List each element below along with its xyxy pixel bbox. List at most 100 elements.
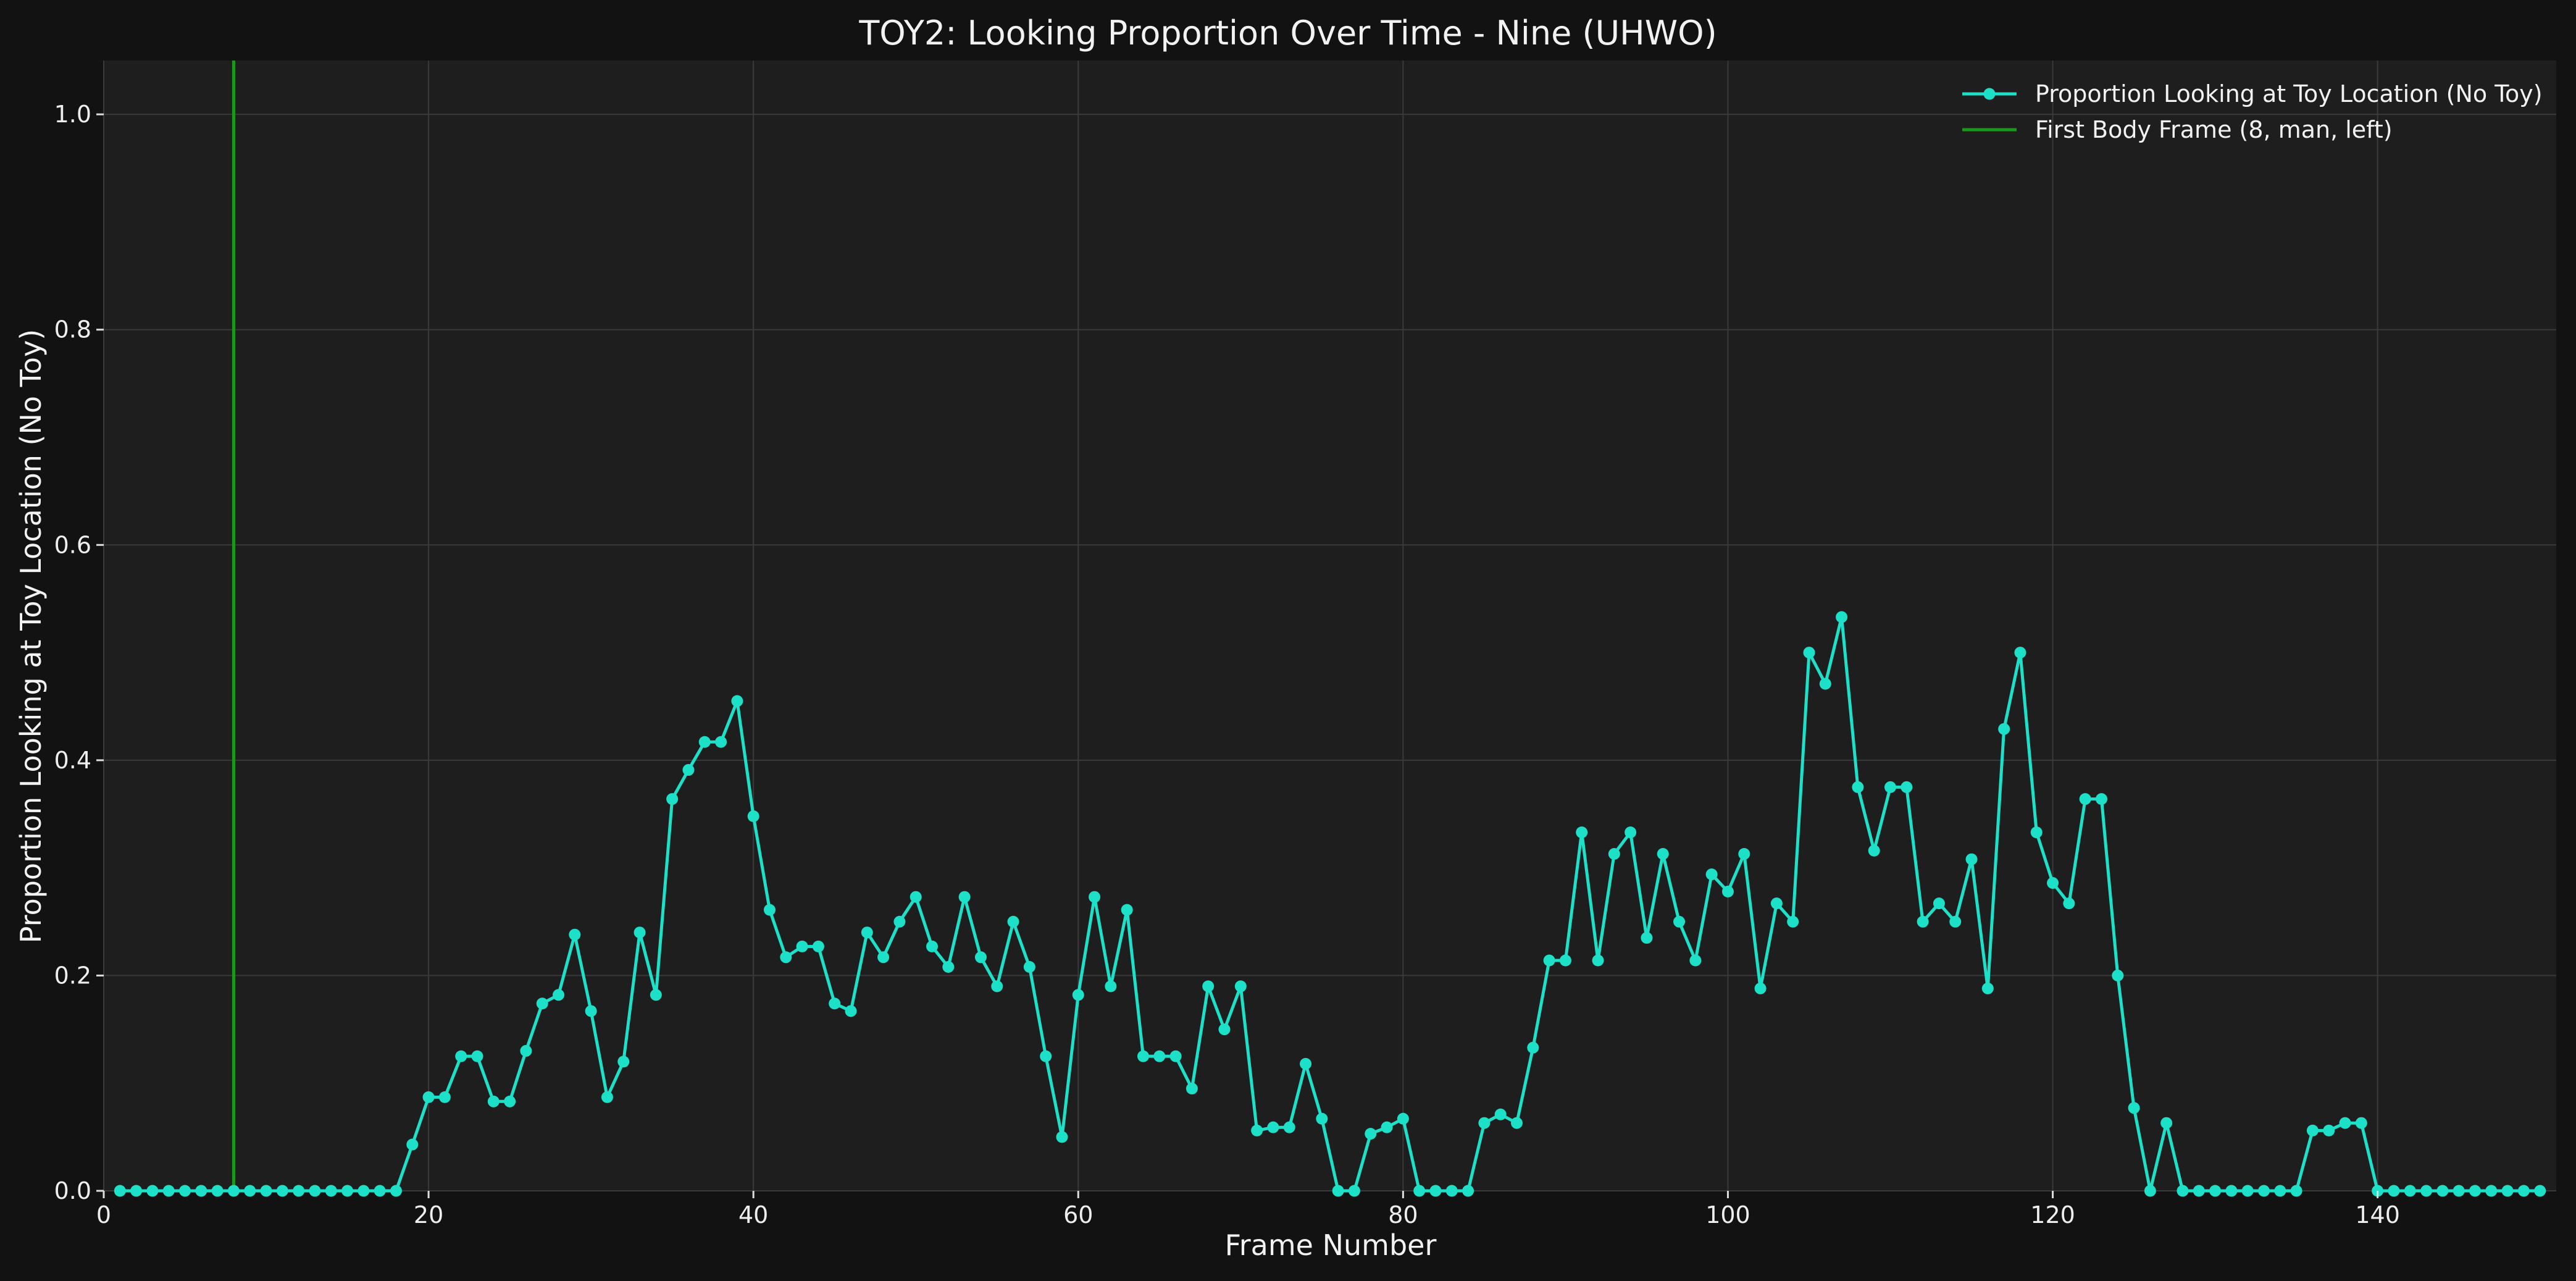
data-point [1641, 931, 1653, 944]
legend-marker-swatch [1983, 88, 1996, 100]
data-point [2209, 1185, 2222, 1197]
data-point [731, 695, 743, 707]
y-tick-label: 0.0 [54, 1177, 91, 1204]
data-point [1089, 891, 1101, 903]
data-point [244, 1185, 256, 1197]
legend-label-first-body-frame: First Body Frame (8, man, left) [2035, 116, 2393, 143]
data-point [341, 1185, 354, 1197]
y-tick-label: 0.6 [54, 531, 91, 558]
data-point [1169, 1050, 1182, 1062]
data-point [260, 1185, 272, 1197]
data-point [1511, 1117, 1523, 1129]
data-point [1056, 1131, 1068, 1143]
data-point [1884, 781, 1897, 793]
data-point [958, 891, 971, 903]
data-point [2177, 1185, 2189, 1197]
data-point [1267, 1121, 1279, 1133]
data-point [682, 764, 695, 776]
data-point [1721, 885, 1734, 897]
data-point [114, 1185, 126, 1197]
chart-title: TOY2: Looking Proportion Over Time - Nin… [858, 14, 1717, 52]
data-point [1689, 954, 1702, 967]
series-layer [114, 611, 2546, 1197]
data-point [146, 1185, 159, 1197]
data-point [211, 1185, 224, 1197]
y-tick-label: 0.4 [54, 747, 91, 774]
legend: Proportion Looking at Toy Location (No T… [1962, 80, 2543, 143]
data-point [1023, 960, 1035, 973]
data-point [2453, 1185, 2465, 1197]
data-point [2388, 1185, 2400, 1197]
data-point [536, 998, 548, 1010]
plot-area [104, 61, 2556, 1191]
data-point [1933, 897, 1945, 910]
data-point [293, 1185, 305, 1197]
data-point [2290, 1185, 2302, 1197]
x-tick-label: 0 [96, 1201, 111, 1228]
data-point [812, 940, 824, 952]
data-point [309, 1185, 321, 1197]
data-point [991, 980, 1003, 993]
data-point [1381, 1121, 1393, 1133]
data-point [796, 940, 808, 952]
data-point [2404, 1185, 2416, 1197]
data-point [650, 989, 662, 1001]
data-point [1998, 723, 2010, 735]
data-point [2306, 1124, 2319, 1136]
data-point [1576, 826, 1588, 839]
data-point [698, 736, 711, 748]
data-point [1738, 847, 1750, 860]
data-point [1186, 1082, 1198, 1094]
data-point [179, 1185, 191, 1197]
data-point [1901, 781, 1913, 793]
data-point [1365, 1128, 1377, 1140]
data-point [2014, 647, 2026, 659]
data-point [585, 1005, 597, 1017]
data-point [1234, 980, 1247, 993]
data-point [1673, 915, 1686, 928]
data-point [1348, 1185, 1360, 1197]
x-tick-label: 20 [414, 1201, 443, 1228]
y-tick-label: 1.0 [54, 101, 91, 128]
data-point [1121, 904, 1133, 916]
data-point [1543, 954, 1555, 967]
data-point [1705, 868, 1718, 881]
data-point [1040, 1050, 1052, 1062]
data-point [1803, 647, 1815, 659]
data-point [2258, 1185, 2270, 1197]
data-point [1527, 1041, 1539, 1054]
data-point [1917, 915, 1929, 928]
data-point [162, 1185, 175, 1197]
data-point [1787, 915, 1799, 928]
data-point [2534, 1185, 2546, 1197]
data-point [1283, 1121, 1295, 1133]
data-point [861, 926, 873, 939]
data-point [2095, 793, 2107, 805]
data-point [422, 1091, 435, 1103]
data-point [1852, 781, 1864, 793]
x-tick-label: 60 [1063, 1201, 1093, 1228]
data-point [1592, 954, 1604, 967]
data-point [2241, 1185, 2254, 1197]
data-point [1072, 989, 1084, 1001]
data-point [601, 1091, 613, 1103]
data-point [2501, 1185, 2514, 1197]
y-tick-label: 0.8 [54, 316, 91, 343]
grid [103, 61, 2556, 1191]
data-point [130, 1185, 143, 1197]
data-point [2112, 969, 2124, 981]
data-point [1300, 1057, 1312, 1070]
data-point [553, 989, 565, 1001]
data-point [390, 1185, 402, 1197]
data-point [2355, 1117, 2367, 1129]
y-axis-ticks: 0.0 0.2 0.4 0.6 0.8 1.0 [54, 101, 104, 1204]
data-point [1251, 1124, 1263, 1136]
data-point [877, 951, 890, 964]
data-point [2160, 1117, 2173, 1129]
data-point [974, 951, 987, 964]
data-point [455, 1050, 467, 1062]
data-point [2128, 1102, 2140, 1114]
data-point [634, 926, 646, 939]
data-point [715, 736, 727, 748]
